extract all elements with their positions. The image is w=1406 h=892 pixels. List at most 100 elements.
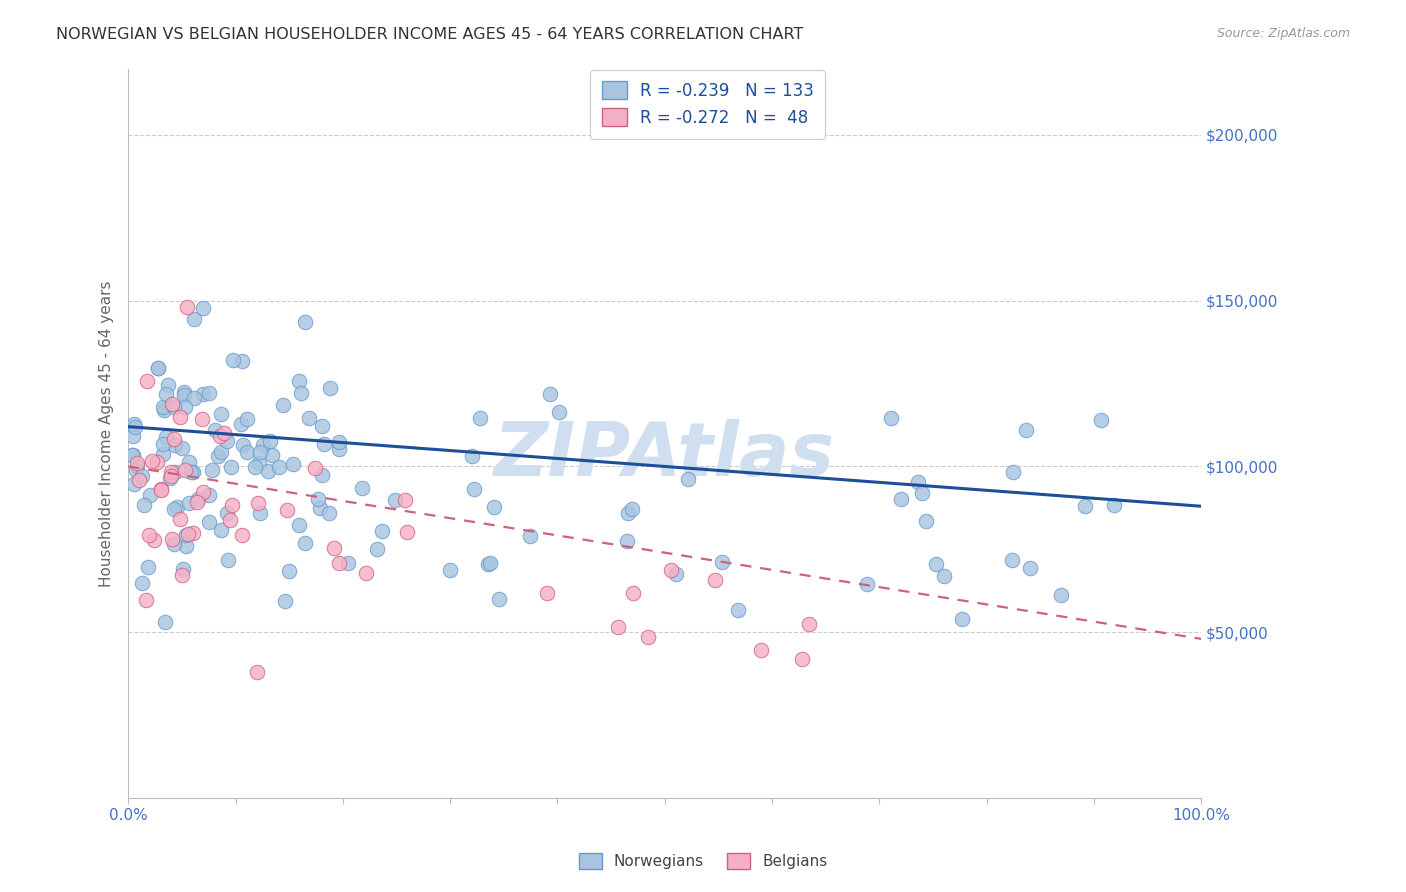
- Point: [856, 577, 879, 591]
- Point: [219, 513, 242, 527]
- Point: [173, 388, 195, 402]
- Point: [212, 425, 235, 440]
- Point: [915, 514, 938, 528]
- Point: [150, 482, 173, 496]
- Point: [519, 529, 541, 543]
- Point: [162, 400, 184, 414]
- Point: [179, 496, 201, 510]
- Point: [249, 506, 271, 520]
- Point: [183, 312, 205, 326]
- Point: [149, 483, 172, 498]
- Point: [221, 459, 243, 474]
- Point: [204, 423, 226, 437]
- Point: [616, 533, 638, 548]
- Point: [131, 469, 153, 483]
- Point: [163, 432, 186, 446]
- Point: [925, 557, 948, 571]
- Point: [727, 603, 749, 617]
- Point: [231, 354, 253, 368]
- Point: [283, 457, 305, 471]
- Point: [536, 586, 558, 600]
- Point: [169, 410, 191, 425]
- Point: [797, 617, 820, 632]
- Point: [617, 506, 640, 520]
- Point: [328, 434, 350, 449]
- Point: [197, 515, 219, 529]
- Point: [274, 594, 297, 608]
- Point: [710, 555, 733, 569]
- Point: [180, 465, 202, 479]
- Point: [236, 411, 259, 425]
- Y-axis label: Householder Income Ages 45 - 64 years: Householder Income Ages 45 - 64 years: [100, 280, 114, 587]
- Point: [209, 428, 232, 442]
- Point: [159, 471, 181, 485]
- Point: [276, 503, 298, 517]
- Point: [328, 442, 350, 456]
- Point: [907, 475, 929, 489]
- Point: [191, 301, 214, 316]
- Point: [461, 449, 484, 463]
- Point: [236, 445, 259, 459]
- Legend: Norwegians, Belgians: Norwegians, Belgians: [572, 847, 834, 875]
- Point: [311, 419, 333, 434]
- Point: [304, 461, 326, 475]
- Point: [547, 405, 569, 419]
- Point: [247, 456, 270, 470]
- Point: [176, 300, 198, 314]
- Point: [297, 410, 319, 425]
- Point: [122, 448, 145, 462]
- Point: [1049, 588, 1071, 602]
- Point: [1073, 499, 1095, 513]
- Point: [174, 401, 197, 415]
- Point: [166, 500, 188, 515]
- Point: [152, 437, 174, 451]
- Point: [620, 502, 643, 516]
- Point: [160, 396, 183, 410]
- Point: [665, 567, 688, 582]
- Point: [482, 500, 505, 514]
- Point: [172, 562, 194, 576]
- Point: [207, 449, 229, 463]
- Point: [538, 387, 561, 401]
- Point: [125, 458, 148, 473]
- Text: Source: ZipAtlas.com: Source: ZipAtlas.com: [1216, 27, 1350, 40]
- Point: [294, 536, 316, 550]
- Point: [155, 387, 177, 401]
- Point: [128, 473, 150, 487]
- Point: [160, 469, 183, 483]
- Point: [191, 485, 214, 500]
- Point: [156, 377, 179, 392]
- Point: [146, 360, 169, 375]
- Point: [135, 593, 157, 607]
- Point: [354, 566, 377, 581]
- Point: [703, 573, 725, 587]
- Point: [191, 387, 214, 401]
- Point: [366, 541, 388, 556]
- Point: [470, 411, 492, 425]
- Point: [155, 430, 177, 444]
- Point: [163, 537, 186, 551]
- Point: [125, 463, 148, 477]
- Point: [160, 532, 183, 546]
- Point: [152, 447, 174, 461]
- Point: [198, 386, 221, 401]
- Point: [621, 586, 644, 600]
- Point: [479, 556, 502, 570]
- Point: [309, 501, 332, 516]
- Point: [124, 420, 146, 434]
- Point: [222, 352, 245, 367]
- Point: [152, 400, 174, 414]
- Point: [463, 482, 485, 496]
- Legend: R = -0.239   N = 133, R = -0.272   N =  48: R = -0.239 N = 133, R = -0.272 N = 48: [591, 70, 825, 138]
- Point: [319, 381, 342, 395]
- Point: [138, 528, 160, 542]
- Point: [181, 526, 204, 541]
- Point: [231, 528, 253, 542]
- Point: [934, 568, 956, 582]
- Point: [337, 556, 360, 570]
- Point: [678, 472, 700, 486]
- Point: [477, 557, 499, 571]
- Point: [439, 563, 461, 577]
- Point: [209, 523, 232, 537]
- Point: [232, 438, 254, 452]
